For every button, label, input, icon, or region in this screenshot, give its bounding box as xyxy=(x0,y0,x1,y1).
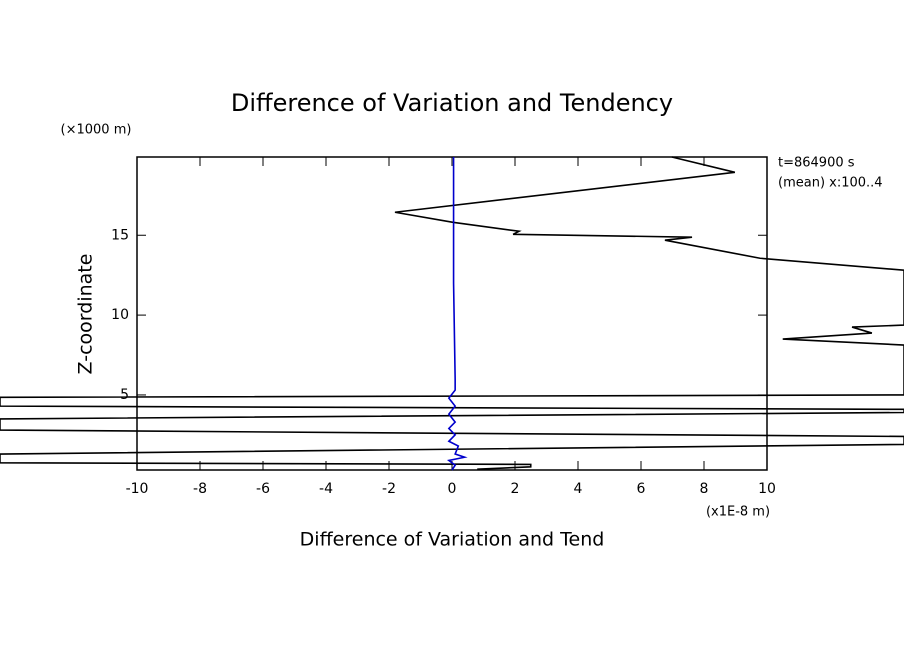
y-tick-label: 10 xyxy=(111,307,129,323)
x-tick-label: 8 xyxy=(700,481,709,497)
x-axis-label: Difference of Variation and Tend xyxy=(300,529,605,551)
x-tick-label: 10 xyxy=(758,481,776,497)
x-tick-label: 6 xyxy=(637,481,646,497)
x-tick-label: 4 xyxy=(574,481,583,497)
annotation: t=864900 s xyxy=(778,156,855,171)
y-axis-label: Z-coordinate xyxy=(75,254,97,375)
y-tick-label: 15 xyxy=(111,227,129,243)
chart-title: Difference of Variation and Tendency xyxy=(231,89,673,117)
x-tick-label: -8 xyxy=(193,481,207,497)
annotation: (mean) x:100..4 xyxy=(778,176,883,191)
profile-line xyxy=(446,157,468,471)
plot-frame xyxy=(136,156,768,471)
x-tick-label: -10 xyxy=(126,481,149,497)
x-tick-label: 0 xyxy=(448,481,457,497)
x-tick-label: -4 xyxy=(319,481,333,497)
y-unit: (×1000 m) xyxy=(61,123,132,138)
x-unit: (x1E-8 m) xyxy=(706,505,770,520)
x-tick-label: 2 xyxy=(511,481,520,497)
x-tick-label: -2 xyxy=(382,481,396,497)
y-tick-label: 5 xyxy=(120,387,129,403)
x-tick-label: -6 xyxy=(256,481,270,497)
profile-line xyxy=(0,156,904,471)
